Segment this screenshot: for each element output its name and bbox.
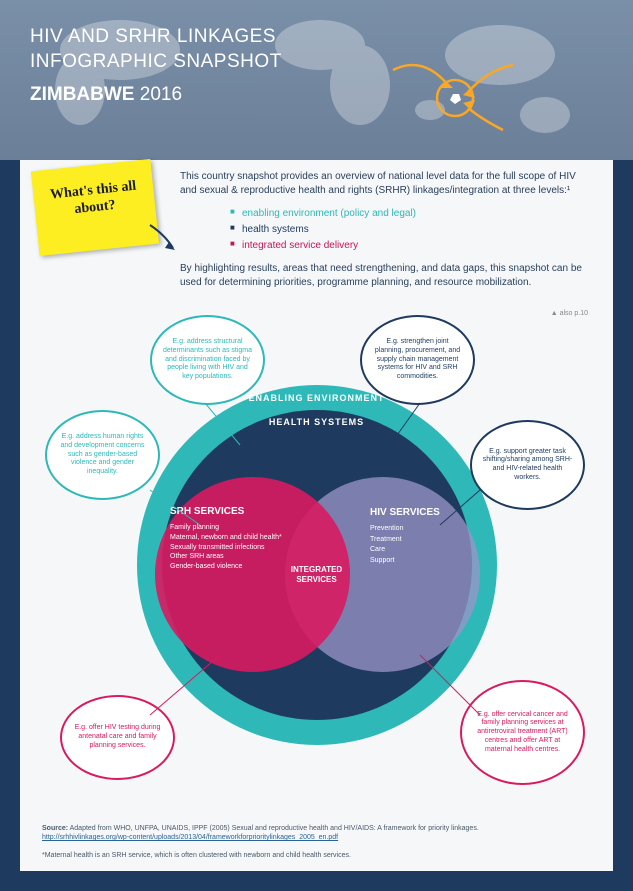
- header-text: HIV AND SRHR LINKAGES INFOGRAPHIC SNAPSH…: [30, 25, 282, 106]
- venn-diagram: ENABLING ENVIRONMENT HEALTH SYSTEMS SRH …: [20, 325, 613, 785]
- srh-item: Gender-based violence: [170, 562, 290, 572]
- source-text: Adapted from WHO, UNFPA, UNAIDS, IPPF (2…: [70, 825, 479, 832]
- level-health: health systems: [230, 222, 588, 238]
- page: HIV AND SRHR LINKAGES INFOGRAPHIC SNAPSH…: [0, 0, 633, 891]
- bubble-cervical-cancer: E.g. offer cervical cancer and family pl…: [460, 680, 585, 785]
- bubble-human-rights: E.g. address human rights and developmen…: [45, 410, 160, 500]
- hiv-item: Care: [370, 545, 470, 556]
- srh-item: Sexually transmitted infections: [170, 543, 290, 553]
- arrow-decor: [383, 50, 533, 150]
- hiv-item: Treatment: [370, 535, 470, 546]
- bubble-task-shifting: E.g. support greater task shifting/shari…: [470, 420, 585, 510]
- srh-item: Other SRH areas: [170, 552, 290, 562]
- level-enabling: enabling environment (policy and legal): [230, 206, 588, 222]
- source-line: Source: Adapted from WHO, UNFPA, UNAIDS,…: [42, 824, 591, 834]
- bubble-joint-planning: E.g. strengthen joint planning, procurem…: [360, 315, 475, 405]
- srh-services-list: SRH SERVICES Family planning Maternal, n…: [170, 505, 290, 572]
- hiv-heading: HIV SERVICES: [370, 505, 470, 520]
- intro-text: This country snapshot provides an overvi…: [180, 170, 588, 298]
- level-list: enabling environment (policy and legal) …: [230, 206, 588, 254]
- bubble-structural-determinants: E.g. address structural determinants suc…: [150, 315, 265, 405]
- srh-item: Family planning: [170, 523, 290, 533]
- hiv-item: Prevention: [370, 524, 470, 535]
- hiv-item: Support: [370, 556, 470, 567]
- title-line1: HIV AND SRHR LINKAGES: [30, 25, 282, 50]
- page-reference: ▲ also p.10: [551, 310, 588, 317]
- country: ZIMBABWE: [30, 84, 134, 105]
- source-footer: Source: Adapted from WHO, UNFPA, UNAIDS,…: [42, 824, 591, 861]
- intro-para1: This country snapshot provides an overvi…: [180, 170, 588, 198]
- venn-intersect-label: INTEGRATED SERVICES: [282, 565, 352, 584]
- srh-heading: SRH SERVICES: [170, 505, 290, 519]
- level-integrated: integrated service delivery: [230, 238, 588, 254]
- year: 2016: [140, 84, 182, 105]
- ring-label-enabling: ENABLING ENVIRONMENT: [248, 393, 384, 403]
- content-box: What's this all about? This country snap…: [20, 160, 613, 871]
- sticky-note: What's this all about?: [31, 159, 159, 256]
- ring-label-health: HEALTH SYSTEMS: [269, 417, 364, 427]
- subtitle: ZIMBABWE 2016: [30, 84, 282, 106]
- bubble-hiv-testing: E.g. offer HIV testing during antenatal …: [60, 695, 175, 780]
- source-link[interactable]: http://srhhivlinkages.org/wp-content/upl…: [42, 834, 338, 841]
- title-line2: INFOGRAPHIC SNAPSHOT: [30, 50, 282, 75]
- sticky-arrow-icon: [145, 220, 185, 260]
- footnote: *Maternal health is an SRH service, whic…: [42, 851, 591, 861]
- intro-para2: By highlighting results, areas that need…: [180, 262, 588, 290]
- srh-item: Maternal, newborn and child health*: [170, 533, 290, 543]
- source-label: Source:: [42, 825, 68, 832]
- hiv-services-list: HIV SERVICES Prevention Treatment Care S…: [370, 505, 470, 566]
